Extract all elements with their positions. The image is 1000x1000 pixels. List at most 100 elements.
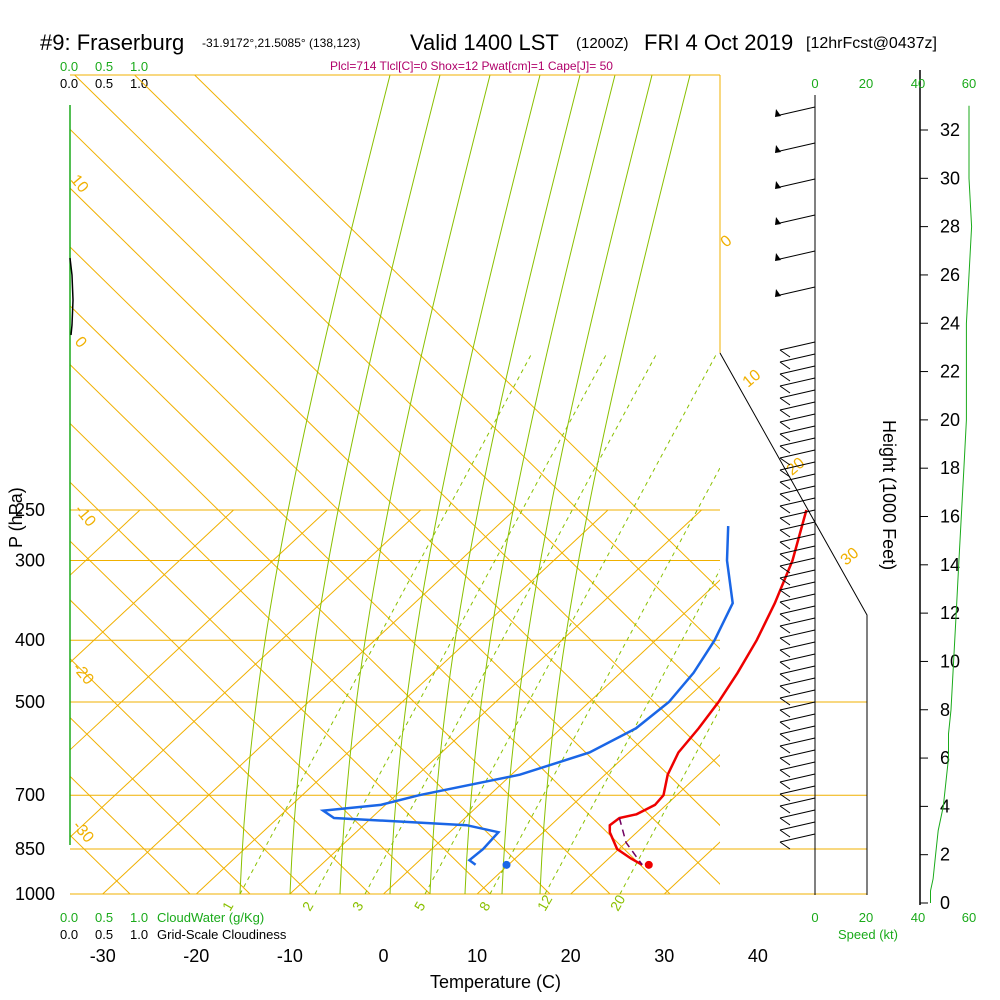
cloudwater-scale-top-2: 1.0 — [130, 59, 148, 74]
moist-adiabat-line — [389, 75, 541, 895]
dewpoint-trace — [319, 526, 734, 866]
height-tick: 12 — [940, 603, 960, 623]
dry-adiabat-line — [73, 75, 720, 709]
wind-barb-feather — [779, 529, 791, 538]
isotherm-line — [70, 509, 141, 576]
wind-barb-feather — [779, 421, 791, 430]
cloudiness-scale-bottom-1: 0.5 — [95, 927, 113, 942]
temperature-tick: 0 — [378, 946, 388, 966]
wind-barb-feather — [779, 841, 791, 850]
wind-barb-feather — [779, 781, 791, 790]
isotherm-line — [570, 754, 720, 895]
wind-barb — [779, 629, 816, 639]
dry-adiabat-line — [193, 75, 720, 591]
wind-barb — [779, 377, 816, 387]
speed-tick-top: 0 — [811, 76, 818, 91]
wind-barb — [779, 449, 816, 459]
temperature-tick: 30 — [654, 946, 674, 966]
height-tick: 10 — [940, 651, 960, 671]
wind-barb-feather — [779, 373, 791, 382]
dry-adiabat-line — [70, 246, 720, 885]
isotherm-line — [852, 510, 1000, 894]
height-tick: 18 — [940, 458, 960, 478]
wind-barb — [779, 106, 816, 116]
isotherm-line — [70, 509, 422, 838]
wind-barb — [779, 821, 816, 831]
x-axis-label: Temperature (C) — [430, 972, 561, 992]
dry-adiabat-line — [70, 599, 371, 895]
adiabat-label: 30 — [838, 545, 863, 570]
height-tick: 6 — [940, 748, 950, 768]
dry-adiabat-line — [70, 834, 131, 895]
speed-tick-bottom: 20 — [859, 910, 873, 925]
wind-barb — [779, 214, 816, 224]
wind-flag — [775, 217, 781, 225]
speed-tick-top: 60 — [962, 76, 976, 91]
mixing-ratio-line — [424, 352, 718, 895]
isotherm-line — [70, 509, 234, 664]
moist-adiabat-line — [464, 75, 616, 895]
chart-header: #9: Fraserburg -31.9172°,21.5085° (138,1… — [40, 30, 937, 73]
wind-barb-feather — [779, 445, 791, 454]
speed-tick-bottom: 0 — [811, 910, 818, 925]
wind-barb — [779, 665, 816, 675]
wind-barb — [779, 797, 816, 807]
height-tick: 0 — [940, 893, 950, 913]
wind-barb — [779, 485, 816, 495]
wind-barb-feather — [779, 397, 791, 406]
pressure-tick-300: 300 — [15, 551, 45, 571]
cloudiness-trace — [69, 257, 74, 336]
wind-barb — [779, 689, 816, 699]
wind-barb — [779, 365, 816, 375]
pressure-tick-500: 500 — [15, 692, 45, 712]
wind-barb-feather — [779, 565, 791, 574]
dry-adiabat-line — [0, 74, 10, 894]
utc-time: (1200Z) — [576, 35, 629, 52]
wind-flag — [775, 109, 781, 117]
height-tick: 32 — [940, 120, 960, 140]
mixing-ratio-label: 2 — [299, 899, 317, 914]
dry-adiabat-line — [70, 716, 251, 895]
cloudiness-scale-top-0: 0.0 — [60, 76, 78, 91]
dry-adiabat-line — [70, 422, 551, 895]
wind-barb-feather — [779, 685, 791, 694]
isotherm-line — [289, 509, 702, 895]
wind-barb-feather — [779, 661, 791, 670]
grid-labels: 100-10-20-300102030123581220 — [67, 172, 862, 914]
dry-adiabat-line — [70, 187, 720, 827]
wind-barb — [779, 509, 816, 519]
wind-barb-feather — [779, 733, 791, 742]
mixing-ratio-label: 5 — [411, 899, 429, 914]
height-tick: 2 — [940, 845, 950, 865]
valid-time: Valid 1400 LST — [410, 30, 559, 55]
speed-tick-top: 40 — [911, 76, 925, 91]
mixing-ratio-label: 3 — [349, 899, 367, 914]
wind-speed-profile — [930, 105, 973, 903]
mixing-ratio-line — [489, 466, 720, 895]
wind-barb — [779, 557, 816, 567]
wind-barb-feather — [779, 805, 791, 814]
axes: 250 300 400 500 700 850 1000 -30 -20 -10 0 10 20 30 40 — [15, 500, 768, 966]
mixing-ratio-line — [544, 568, 720, 895]
wind-barb — [779, 533, 816, 543]
wind-barb — [779, 286, 816, 296]
wind-barb — [779, 437, 816, 447]
wind-barb — [779, 581, 816, 591]
isotherm-label: -30 — [69, 818, 97, 847]
wind-barb-feather — [779, 505, 791, 514]
wind-barb — [779, 545, 816, 555]
wind-barb — [779, 617, 816, 627]
wind-barb-feather — [779, 769, 791, 778]
wind-barb-feather — [779, 637, 791, 646]
dry-adiabat-line — [70, 305, 671, 895]
height-tick: 4 — [940, 796, 950, 816]
wind-barb-feather — [779, 589, 791, 598]
wind-barb-feather — [779, 625, 791, 634]
cloudiness-scale-bottom-0: 0.0 — [60, 927, 78, 942]
wind-barb — [779, 569, 816, 579]
wind-barb — [779, 461, 816, 471]
wind-barb — [779, 425, 816, 435]
height-tick: 20 — [940, 410, 960, 430]
